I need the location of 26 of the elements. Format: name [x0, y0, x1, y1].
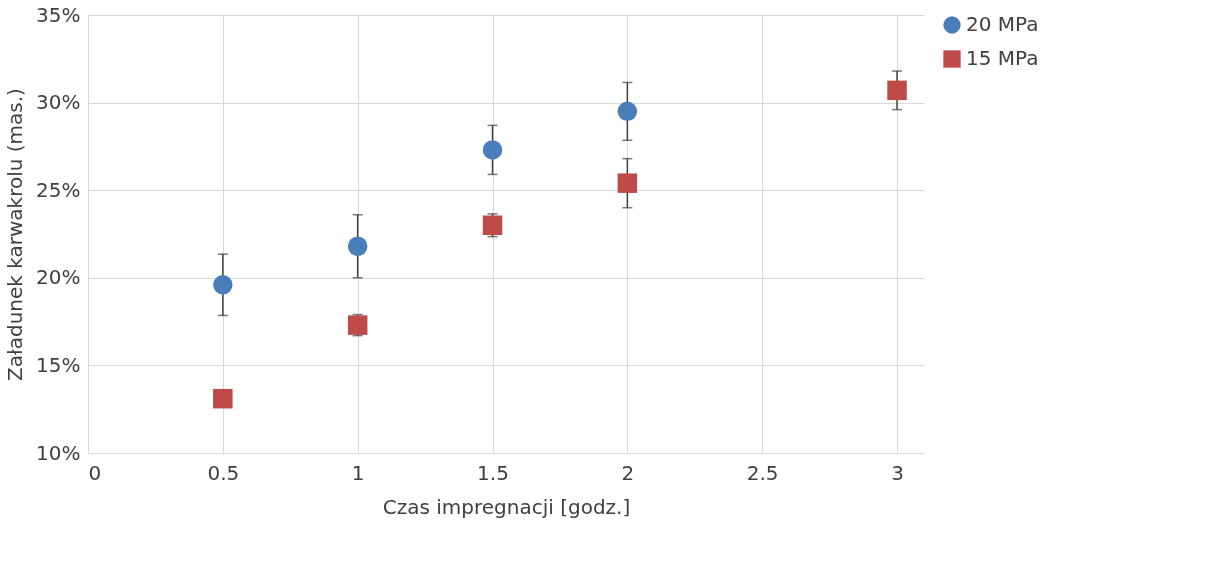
y-tick-label: 35%	[36, 2, 81, 27]
point	[213, 275, 233, 295]
x-tick-label: 0.5	[207, 460, 240, 485]
x-axis-title: Czas impregnacji [godz.]	[382, 494, 631, 519]
point	[482, 140, 503, 160]
point	[617, 173, 638, 193]
y-tick-label: 15%	[36, 352, 81, 377]
y-tick-label: 30%	[36, 90, 81, 115]
point	[213, 388, 233, 409]
y-tick-label: 20%	[36, 265, 81, 290]
x-tick-label: 1	[351, 460, 365, 485]
y-tick-label: 10%	[36, 440, 81, 465]
x-tick-label: 0	[88, 460, 102, 485]
point	[347, 236, 368, 256]
point	[887, 80, 907, 101]
y-tick-label: 25%	[36, 177, 81, 202]
point	[617, 101, 638, 122]
x-tick-label: 2.5	[746, 460, 779, 485]
legend-label: 20 MPa	[966, 12, 1039, 36]
legend-label: 15 MPa	[966, 46, 1039, 70]
point	[482, 215, 503, 235]
x-tick-label: 2	[621, 460, 635, 485]
y-axis-title: Załadunek karwakrolu (mas.)	[3, 88, 28, 381]
point	[347, 315, 368, 335]
x-tick-label: 3	[891, 460, 904, 485]
x-tick-label: 1.5	[477, 460, 509, 485]
